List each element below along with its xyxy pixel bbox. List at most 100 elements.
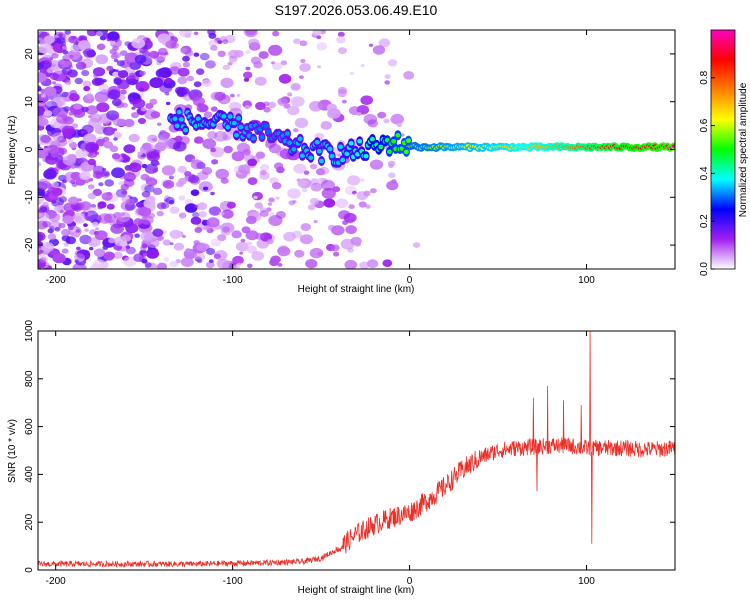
spectrogram-blob — [69, 93, 80, 102]
spectrogram-blob — [266, 239, 274, 245]
trace-core — [327, 146, 333, 152]
spectrogram-blob — [347, 175, 361, 186]
spectrogram-blob — [359, 261, 370, 269]
spectrogram-blob — [358, 201, 367, 208]
spectrogram-blob — [77, 40, 91, 50]
spectrogram-blob — [125, 223, 139, 234]
spectrogram-blobs — [38, 30, 421, 269]
spectrogram-blob — [303, 170, 310, 175]
spectrogram-blob — [138, 87, 145, 92]
spectrogram-blob — [43, 35, 55, 44]
spectrogram-blob — [59, 210, 64, 214]
spectrogram-blob — [138, 206, 152, 217]
spectrogram-blob — [44, 145, 48, 149]
spectrogram-blob — [72, 262, 87, 269]
spectrogram-blob — [157, 122, 162, 126]
spectrogram-blob — [267, 101, 277, 109]
spectrogram-blob — [382, 259, 393, 268]
spectrogram-blob — [258, 51, 269, 59]
trace-core — [176, 109, 182, 115]
spectrogram-blob — [253, 195, 258, 200]
spectrogram-blob — [366, 259, 379, 269]
spectrogram-blob — [266, 207, 272, 212]
spectrogram-blob — [162, 239, 171, 246]
spectrogram-blob — [144, 163, 158, 174]
spectrogram-blob — [229, 93, 235, 98]
spectrogram-blob — [131, 112, 139, 119]
spectrogram-blob — [79, 35, 88, 42]
spectrogram-blob — [210, 91, 222, 101]
spectrogram-blob — [164, 92, 170, 96]
spectrogram-blob — [243, 71, 253, 79]
spectrogram-blob — [252, 191, 263, 201]
spectrogram-blob — [48, 212, 61, 222]
spectrogram-blob — [131, 38, 146, 49]
spectrogram-blob — [316, 65, 322, 69]
spectrogram-blob — [139, 70, 146, 76]
spectrogram-blob — [277, 246, 291, 257]
spectrogram-blob — [165, 70, 172, 76]
spectrogram-blob — [222, 99, 228, 104]
spectrogram-blob — [162, 180, 175, 189]
trace-core — [259, 134, 265, 140]
spectrogram-blob — [141, 258, 148, 264]
spectrogram-blob — [74, 259, 80, 264]
spectrogram-blob — [208, 32, 217, 39]
spectrogram-blob — [73, 108, 86, 118]
spectrogram-blob — [47, 233, 57, 241]
spectrogram-blob — [74, 216, 82, 222]
trace-core — [395, 132, 401, 138]
spectrogram-blob — [344, 259, 358, 269]
spectrogram-blob — [182, 61, 190, 68]
spectrogram-blob — [128, 78, 138, 86]
spectrogram-blob — [146, 151, 160, 162]
spectrogram-blob — [124, 52, 139, 63]
spectrogram-blob — [133, 253, 145, 262]
spectrogram-blob — [128, 133, 140, 143]
spectrogram-blob — [112, 71, 120, 78]
spectrogram-blob — [391, 179, 397, 184]
spectrogram-trace — [167, 107, 675, 168]
spectrogram-blob — [38, 43, 52, 54]
spectrogram-blob — [70, 164, 76, 169]
y-tick-label: 600 — [24, 418, 35, 435]
trace-core — [236, 116, 242, 121]
spectrogram-blob — [38, 198, 43, 205]
spectrogram-blob — [221, 209, 234, 219]
spectrogram-blob — [74, 77, 84, 85]
spectrogram-blob — [144, 176, 153, 183]
spectrogram-blob — [349, 72, 354, 75]
spectrogram-blob — [278, 73, 292, 84]
spectrogram-blob — [95, 227, 100, 231]
spectrogram-blob — [244, 105, 251, 110]
spectrogram-blob — [157, 47, 168, 56]
trace-core — [285, 131, 290, 136]
spectrogram-blob — [246, 241, 252, 246]
spectrogram-blob — [123, 178, 135, 187]
spectrogram-blob — [146, 249, 160, 259]
spectrogram-blob — [73, 232, 81, 238]
spectrogram-blob — [115, 188, 128, 198]
spectrogram-blob — [103, 141, 113, 149]
spectrogram-blob — [85, 105, 99, 115]
spectrogram-blob — [68, 111, 74, 116]
spectrogram-blob — [68, 196, 79, 205]
spectrogram-blob — [292, 200, 297, 204]
spectrogram-blob — [89, 246, 94, 251]
y-tick-label: -10 — [24, 190, 35, 205]
spectrogram-blob — [87, 158, 97, 166]
spectrogram-blob — [247, 158, 258, 167]
x-tick-label: 0 — [407, 275, 413, 286]
spectrogram-blob — [95, 54, 109, 65]
spectrogram-blob — [82, 80, 92, 88]
spectrogram-blob — [268, 215, 283, 226]
spectrogram-blob — [113, 251, 123, 259]
x-tick-label: -100 — [223, 275, 243, 286]
spectrogram-blob — [49, 225, 55, 230]
spectrogram-blob — [305, 259, 318, 269]
spectrogram-blob — [140, 106, 147, 112]
spectrogram-blob — [144, 262, 152, 268]
spectrogram-blob — [118, 181, 124, 186]
spectrogram-blob — [75, 178, 86, 186]
spectrogram-blob — [106, 110, 120, 121]
